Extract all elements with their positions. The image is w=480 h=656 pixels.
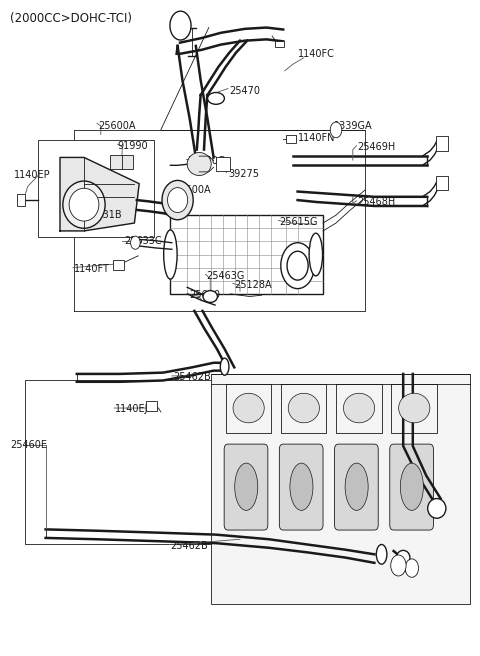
Text: 25633C: 25633C xyxy=(124,236,161,247)
Text: 25631B: 25631B xyxy=(84,210,121,220)
Polygon shape xyxy=(60,157,139,231)
FancyBboxPatch shape xyxy=(110,155,133,169)
Ellipse shape xyxy=(69,188,99,221)
Text: 25460E: 25460E xyxy=(11,440,48,450)
FancyBboxPatch shape xyxy=(113,260,124,270)
Text: 25615G: 25615G xyxy=(279,216,318,227)
Text: 91990: 91990 xyxy=(118,140,148,151)
Text: 1140EP: 1140EP xyxy=(14,170,51,180)
FancyBboxPatch shape xyxy=(436,176,448,190)
Text: 1140EJ: 1140EJ xyxy=(115,404,149,415)
Ellipse shape xyxy=(309,234,323,276)
Text: 1140FC: 1140FC xyxy=(298,49,335,59)
Ellipse shape xyxy=(187,152,211,175)
Text: 25469H: 25469H xyxy=(358,142,396,152)
Text: 25600A: 25600A xyxy=(98,121,136,131)
FancyBboxPatch shape xyxy=(146,401,157,411)
Ellipse shape xyxy=(290,463,313,510)
Ellipse shape xyxy=(168,188,188,213)
Text: 1140FT: 1140FT xyxy=(74,264,110,274)
FancyBboxPatch shape xyxy=(279,444,323,530)
FancyBboxPatch shape xyxy=(335,444,378,530)
Ellipse shape xyxy=(164,230,177,279)
FancyBboxPatch shape xyxy=(38,140,154,237)
Circle shape xyxy=(170,11,191,40)
FancyBboxPatch shape xyxy=(17,194,25,206)
FancyBboxPatch shape xyxy=(224,444,268,530)
Ellipse shape xyxy=(162,180,193,220)
Circle shape xyxy=(405,559,419,577)
Circle shape xyxy=(131,236,140,249)
FancyBboxPatch shape xyxy=(170,215,323,294)
Circle shape xyxy=(391,555,406,576)
Text: 25463G: 25463G xyxy=(206,270,245,281)
Text: 25468H: 25468H xyxy=(358,197,396,207)
Text: 25500A: 25500A xyxy=(173,185,210,195)
Text: 25620: 25620 xyxy=(190,290,221,300)
Text: 25470: 25470 xyxy=(229,85,261,96)
Ellipse shape xyxy=(63,181,105,228)
Ellipse shape xyxy=(207,92,225,104)
Ellipse shape xyxy=(220,358,229,375)
Ellipse shape xyxy=(398,393,430,423)
FancyBboxPatch shape xyxy=(286,135,296,143)
Text: 39220G: 39220G xyxy=(187,155,226,166)
FancyBboxPatch shape xyxy=(436,136,448,151)
Ellipse shape xyxy=(396,550,410,565)
Polygon shape xyxy=(211,374,470,604)
Ellipse shape xyxy=(203,291,217,302)
Ellipse shape xyxy=(345,463,368,510)
Text: 1140FN: 1140FN xyxy=(298,133,335,143)
FancyBboxPatch shape xyxy=(216,157,230,171)
Text: 25128A: 25128A xyxy=(234,279,272,290)
Text: 25462B: 25462B xyxy=(173,372,211,382)
Ellipse shape xyxy=(288,393,320,423)
Circle shape xyxy=(281,243,314,289)
Ellipse shape xyxy=(376,544,387,564)
Text: 1339GA: 1339GA xyxy=(334,121,372,131)
Text: (2000CC>DOHC-TCI): (2000CC>DOHC-TCI) xyxy=(10,12,132,25)
FancyBboxPatch shape xyxy=(275,41,284,47)
Ellipse shape xyxy=(400,463,423,510)
Text: A: A xyxy=(178,21,183,30)
Circle shape xyxy=(330,122,342,138)
Text: 39275: 39275 xyxy=(228,169,259,179)
Ellipse shape xyxy=(233,393,264,423)
Text: A: A xyxy=(295,261,300,270)
Ellipse shape xyxy=(428,499,446,518)
FancyBboxPatch shape xyxy=(390,444,433,530)
Ellipse shape xyxy=(344,393,375,423)
Circle shape xyxy=(287,251,308,280)
Ellipse shape xyxy=(235,463,258,510)
Text: 25462B: 25462B xyxy=(170,541,208,551)
